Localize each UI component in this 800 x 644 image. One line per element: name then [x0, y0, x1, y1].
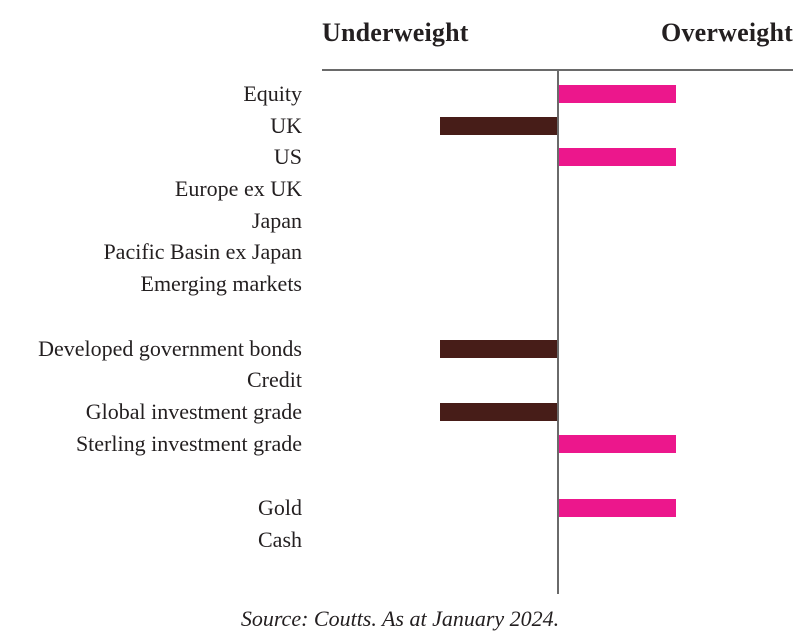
bar-track	[310, 110, 800, 142]
category-label: Cash	[258, 527, 302, 553]
overweight-bar	[559, 148, 676, 167]
axis-center-rule	[557, 69, 559, 594]
chart-row: Global investment grade	[0, 396, 800, 428]
chart-row: Credit	[0, 365, 800, 397]
bar-track	[310, 493, 800, 525]
chart-row: Emerging markets	[0, 268, 800, 300]
chart-row: Developed government bonds	[0, 333, 800, 365]
chart-row: Equity	[0, 78, 800, 110]
chart-group: Equity UK US Europe ex UK Japan Pacific Basin…	[0, 78, 800, 300]
chart-row: Pacific Basin ex Japan	[0, 236, 800, 268]
chart-group: Developed government bonds Credit Global i…	[0, 333, 800, 460]
source-caption: Source: Coutts. As at January 2024.	[240, 606, 560, 631]
overweight-bar	[559, 499, 676, 518]
category-label: Sterling investment grade	[75, 430, 302, 456]
chart-rows: Equity UK US Europe ex UK Japan Pacific Basin…	[0, 78, 800, 556]
bar-track	[310, 141, 800, 173]
bar-track	[310, 78, 800, 110]
underweight-bar	[440, 403, 557, 422]
category-label: Japan	[251, 207, 302, 233]
category-label: Pacific Basin ex Japan	[103, 239, 302, 265]
chart-row: Japan	[0, 205, 800, 237]
chart-row: Cash	[0, 524, 800, 556]
category-label: Developed government bonds	[38, 335, 302, 361]
category-label: Global investment grade	[85, 399, 302, 425]
bar-track	[310, 205, 800, 237]
category-label: Equity	[243, 80, 302, 106]
chart-row: Europe ex UK	[0, 173, 800, 205]
axis-header-row: Underweight Overweight	[322, 18, 793, 48]
chart-row: Sterling investment grade	[0, 428, 800, 460]
underweight-axis-label: Underweight	[322, 18, 469, 47]
bar-track	[310, 268, 800, 300]
chart-row: US	[0, 141, 800, 173]
category-label: Emerging markets	[140, 270, 303, 296]
overweight-axis-label: Overweight	[661, 18, 793, 47]
bar-track	[310, 365, 800, 397]
bar-track	[310, 333, 800, 365]
overweight-bar	[559, 84, 676, 103]
category-label: US	[273, 144, 302, 170]
bar-track	[310, 524, 800, 556]
category-label: Gold	[258, 495, 302, 521]
chart-group: Gold Cash	[0, 493, 800, 556]
bar-track	[310, 173, 800, 205]
category-label: Credit	[247, 367, 302, 393]
bar-track	[310, 428, 800, 460]
underweight-bar	[440, 116, 557, 135]
bar-track	[310, 396, 800, 428]
overweight-bar	[559, 434, 676, 453]
bar-track	[310, 236, 800, 268]
chart-row: UK	[0, 110, 800, 142]
underweight-bar	[440, 339, 557, 358]
category-label: UK	[270, 112, 302, 138]
chart-row: Gold	[0, 493, 800, 525]
category-label: Europe ex UK	[174, 175, 302, 201]
